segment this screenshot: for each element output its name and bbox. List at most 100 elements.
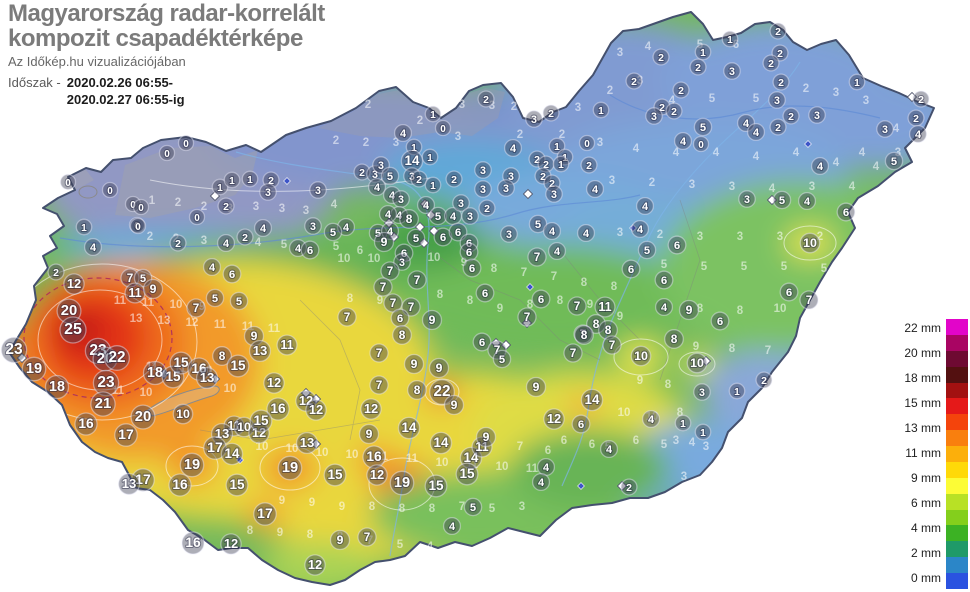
station-value-text: 19 bbox=[394, 475, 410, 491]
station-value-text: 12 bbox=[547, 411, 561, 426]
station-value-text: 16 bbox=[185, 535, 201, 550]
station-value-marker: 14 bbox=[397, 416, 421, 440]
station-value-marker: 14 bbox=[459, 446, 483, 470]
faint-grid-value: 4 bbox=[859, 147, 866, 159]
station-value-marker: 2 bbox=[620, 478, 638, 496]
station-value-text: 8 bbox=[671, 332, 678, 346]
diamond-marker-icon bbox=[425, 209, 437, 221]
station-value-text: 4 bbox=[915, 129, 922, 141]
station-value-marker: 5 bbox=[406, 228, 426, 248]
station-value-text: 2 bbox=[631, 76, 637, 88]
faint-grid-value: 8 bbox=[369, 501, 376, 513]
faint-grid-value: 5 bbox=[697, 39, 704, 51]
station-value-text: 6 bbox=[455, 227, 461, 239]
faint-grid-value: 5 bbox=[605, 441, 612, 453]
station-value-marker: 2 bbox=[672, 81, 690, 99]
station-value-marker: 4 bbox=[202, 257, 222, 277]
diamond-marker-icon bbox=[616, 480, 628, 492]
station-value-text: 2 bbox=[416, 174, 422, 186]
faint-grid-value: 5 bbox=[741, 261, 748, 273]
station-value-marker: 4 bbox=[442, 516, 462, 536]
station-value-text: 13 bbox=[253, 343, 268, 358]
station-value-text: 10 bbox=[634, 349, 648, 363]
diamond-marker-icon bbox=[522, 188, 534, 200]
station-value-marker: 8 bbox=[574, 325, 594, 345]
station-value-text: 2 bbox=[175, 238, 181, 250]
station-value-text: 4 bbox=[817, 161, 824, 173]
station-value-marker: 7 bbox=[337, 307, 357, 327]
station-value-text: 2 bbox=[549, 178, 555, 190]
station-value-text: 5 bbox=[779, 195, 785, 207]
station-value-text: 4 bbox=[743, 118, 750, 130]
station-value-marker: 7 bbox=[563, 343, 583, 363]
station-value-marker: 2 bbox=[537, 155, 555, 173]
faint-grid-value: 2 bbox=[517, 129, 523, 141]
station-value-marker: 0 bbox=[434, 119, 452, 137]
station-value-text: 5 bbox=[535, 219, 541, 231]
faint-grid-value: 3 bbox=[575, 102, 581, 114]
legend-label: 6 mm bbox=[911, 496, 941, 510]
faint-grid-value: 10 bbox=[140, 387, 153, 399]
station-value-marker: 12 bbox=[248, 422, 270, 444]
station-value-text: 6 bbox=[786, 287, 792, 299]
title-line-2: kompozit csapadéktérképe bbox=[8, 24, 303, 52]
faint-grid-value: 4 bbox=[331, 199, 338, 211]
station-value-marker: 12 bbox=[295, 390, 317, 412]
station-value-marker: 11 bbox=[223, 415, 245, 437]
faint-grid-value: 1 bbox=[531, 100, 538, 112]
station-value-marker: 7 bbox=[401, 297, 421, 317]
diamond-marker-icon bbox=[310, 393, 322, 405]
station-value-marker: 0 bbox=[188, 208, 206, 226]
diamond-marker-icon bbox=[766, 194, 778, 206]
faint-grid-value: 3 bbox=[253, 201, 259, 213]
station-value-text: 3 bbox=[531, 114, 537, 126]
faint-grid-value: 8 bbox=[429, 503, 436, 515]
station-value-marker: 18 bbox=[44, 374, 70, 400]
station-value-marker: 12 bbox=[263, 372, 285, 394]
station-value-text: 3 bbox=[467, 211, 473, 223]
station-value-marker: 19 bbox=[21, 356, 47, 382]
faint-grid-value: 10 bbox=[428, 252, 441, 264]
station-value-text: 10 bbox=[690, 356, 704, 370]
faint-grid-value: 4 bbox=[255, 237, 262, 249]
blue-diamond-marker-icon bbox=[629, 224, 637, 232]
station-value-text: 16 bbox=[270, 401, 286, 416]
station-value-marker: 0 bbox=[124, 195, 142, 213]
legend-color-cell bbox=[946, 573, 968, 589]
station-value-marker: 12 bbox=[220, 533, 242, 555]
legend-colorbar bbox=[946, 319, 968, 589]
station-value-text: 1 bbox=[700, 428, 706, 439]
faint-grid-value: 4 bbox=[833, 157, 840, 169]
station-value-marker: 3 bbox=[403, 167, 421, 185]
station-value-text: 4 bbox=[648, 414, 655, 426]
station-value-marker: 13 bbox=[195, 366, 219, 390]
faint-grid-value: 10 bbox=[436, 457, 449, 469]
station-value-text: 5 bbox=[470, 502, 476, 514]
station-value-text: 9 bbox=[251, 329, 258, 343]
faint-grid-value: 11 bbox=[406, 453, 419, 465]
station-value-marker: 15 bbox=[249, 409, 273, 433]
station-value-marker: 8 bbox=[399, 209, 419, 229]
station-value-marker: 5 bbox=[463, 497, 483, 517]
station-value-text: 4 bbox=[423, 200, 430, 212]
station-value-marker: 7 bbox=[487, 340, 507, 360]
faint-grid-value: 10 bbox=[338, 253, 351, 265]
station-value-marker: 9 bbox=[142, 278, 164, 300]
station-value-text: 7 bbox=[127, 272, 134, 285]
station-value-marker: 2 bbox=[528, 150, 546, 168]
station-value-marker: 13 bbox=[248, 339, 272, 363]
legend-label: 4 mm bbox=[911, 521, 941, 535]
station-value-text: 2 bbox=[678, 85, 684, 97]
station-value-marker: 6 bbox=[475, 283, 495, 303]
station-value-text: 1 bbox=[558, 160, 564, 171]
station-value-marker: 8 bbox=[212, 346, 232, 366]
station-value-marker: 10 bbox=[233, 416, 255, 438]
station-value-text: 2 bbox=[242, 232, 248, 244]
faint-grid-value: 4 bbox=[689, 437, 696, 449]
faint-grid-value: 10 bbox=[496, 461, 509, 473]
station-value-marker: 7 bbox=[799, 290, 819, 310]
station-value-text: 17 bbox=[135, 471, 151, 487]
station-value-text: 5 bbox=[644, 245, 650, 257]
station-value-text: 15 bbox=[173, 355, 189, 370]
